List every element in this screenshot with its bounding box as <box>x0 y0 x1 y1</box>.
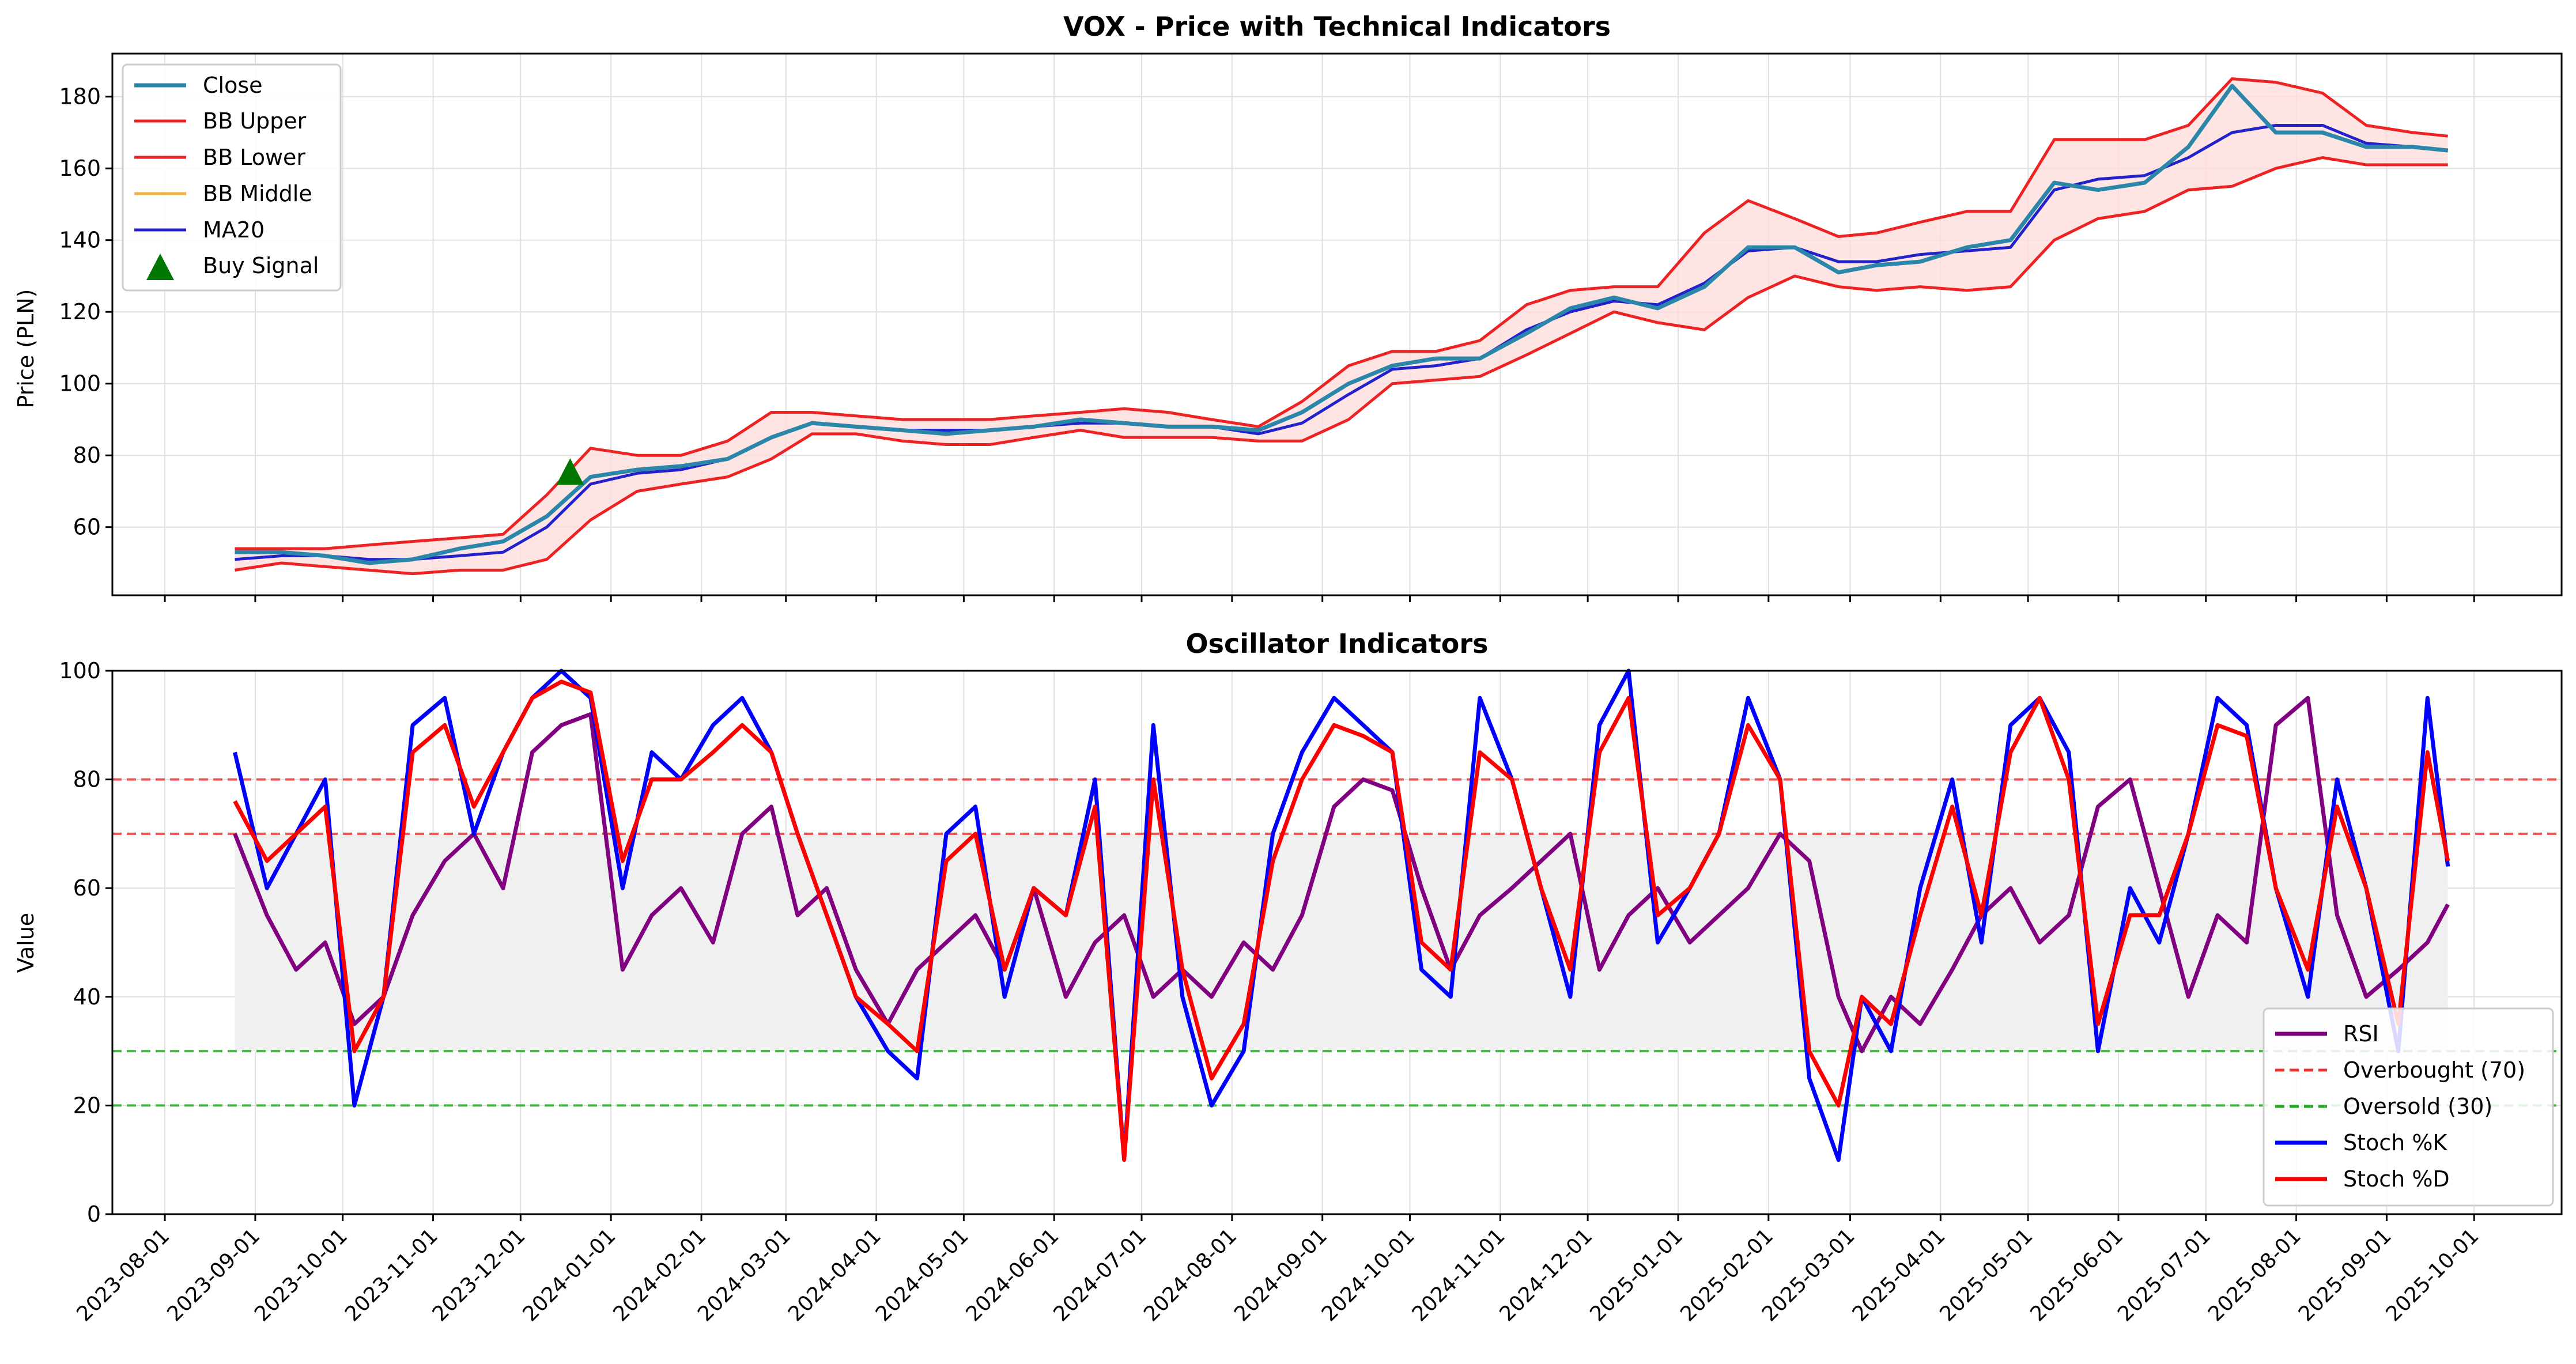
y-tick-label: 60 <box>73 515 101 540</box>
legend-label-ma20: MA20 <box>203 217 265 243</box>
oscillator-y-axis-label: Value <box>13 913 39 973</box>
price-plot-frame <box>111 52 2563 596</box>
legend-label-stoch-d: Stoch %D <box>2343 1166 2450 1192</box>
y-tick-label: 20 <box>73 1093 101 1118</box>
series-line-rsi <box>233 696 2450 1053</box>
legend-label-bb-middle: BB Middle <box>203 181 312 206</box>
price-x-ticks <box>164 595 2475 602</box>
legend-label-rsi: RSI <box>2343 1021 2379 1046</box>
oscillator-legend: RSI Overbought (70) Oversold (30) Stoch … <box>2263 1007 2554 1207</box>
neutral-zone-fill <box>235 833 2448 1052</box>
legend-swatch-buy-signal <box>146 254 174 280</box>
price-grid <box>112 54 2562 595</box>
series-line-ma20 <box>235 124 2448 561</box>
price-y-axis-label: Price (PLN) <box>13 289 39 409</box>
y-tick-label: 180 <box>59 84 101 109</box>
bollinger-band-area <box>235 78 2448 574</box>
legend-label-bb-upper: BB Upper <box>203 108 307 134</box>
reference-lines <box>112 778 2562 1107</box>
y-tick-label: 140 <box>59 228 101 253</box>
y-tick-label: 0 <box>87 1201 101 1227</box>
y-tick-label: 100 <box>59 658 101 683</box>
y-tick-label: 80 <box>73 767 101 792</box>
buy-signal-markers <box>556 458 584 485</box>
price-series-lines <box>235 77 2449 576</box>
series-line-close <box>235 84 2449 565</box>
price-y-ticks: 60 80 100 120 140 160 180 <box>59 84 112 540</box>
series-line-bb-upper <box>235 77 2448 550</box>
bollinger-band-fill <box>235 78 2448 574</box>
oscillator-legend-box <box>2263 1007 2554 1207</box>
oscillator-plot-frame <box>111 670 2563 1215</box>
legend-label-bb-lower: BB Lower <box>203 145 305 170</box>
y-tick-label: 120 <box>59 299 101 324</box>
y-tick-label: 80 <box>73 443 101 468</box>
y-tick-label: 40 <box>73 984 101 1010</box>
oscillator-chart-title: Oscillator Indicators <box>1186 628 1489 659</box>
neutral-zone-area <box>235 833 2448 1052</box>
oscillator-series-lines <box>233 668 2450 1162</box>
legend-label-buy-signal: Buy Signal <box>203 253 319 278</box>
legend-label-oversold: Oversold (30) <box>2343 1094 2492 1119</box>
oscillator-y-ticks: 0 20 40 60 80 100 <box>59 658 112 1227</box>
y-tick-label: 100 <box>59 371 101 396</box>
legend-label-close: Close <box>203 73 263 98</box>
series-line-stoch-d <box>233 679 2450 1162</box>
price-panel: VOX - Price with Technical Indicators Pr… <box>13 11 2563 602</box>
y-tick-label: 160 <box>59 156 101 181</box>
price-chart-title: VOX - Price with Technical Indicators <box>1063 11 1611 42</box>
legend-label-stoch-k: Stoch %K <box>2343 1130 2447 1155</box>
buy-signal-marker <box>556 458 584 485</box>
price-legend: Close BB Upper BB Lower BB Middle MA20 B… <box>122 63 342 292</box>
oscillator-panel: Oscillator Indicators Value 0 20 40 60 80 100… <box>13 628 2563 1326</box>
series-line-bb-lower <box>235 156 2448 576</box>
legend-label-overbought: Overbought (70) <box>2343 1057 2525 1083</box>
y-tick-label: 60 <box>73 875 101 901</box>
